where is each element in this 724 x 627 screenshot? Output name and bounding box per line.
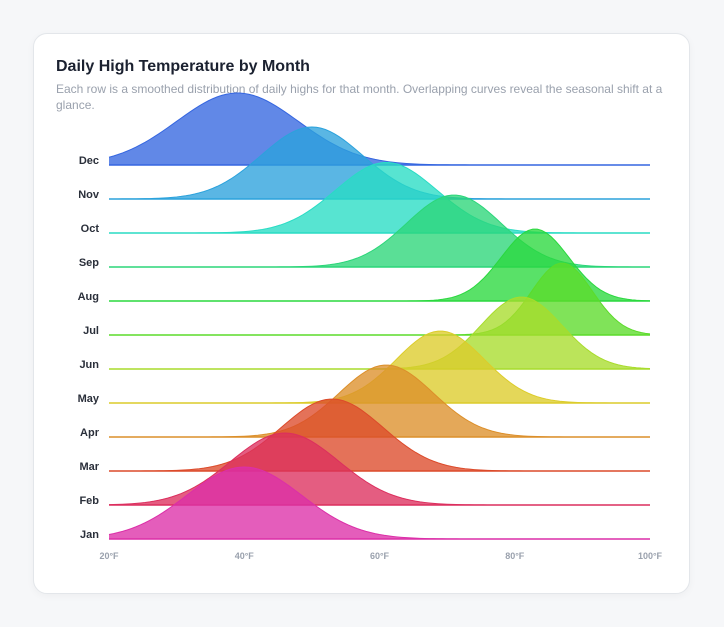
chart-title: Daily High Temperature by Month (56, 58, 310, 75)
row-label-apr: Apr (80, 427, 100, 439)
x-tick-label: 100°F (638, 551, 663, 561)
x-tick-label: 20°F (99, 551, 119, 561)
ridge-area-jul (109, 263, 650, 335)
row-label-aug: Aug (78, 291, 99, 303)
row-label-jul: Jul (83, 325, 99, 337)
row-label-jun: Jun (79, 359, 99, 371)
row-label-jan: Jan (80, 529, 99, 541)
ridge-area-mar (109, 399, 650, 471)
chart-card: Daily High Temperature by Month Each row… (33, 33, 690, 594)
x-tick-label: 60°F (370, 551, 390, 561)
row-label-dec: Dec (79, 155, 99, 167)
row-label-mar: Mar (79, 461, 99, 473)
ridge-jul (109, 262, 651, 336)
x-tick-label: 80°F (505, 551, 525, 561)
ridge-area-jun (109, 297, 650, 369)
ridge-jan (108, 466, 650, 540)
row-label-oct: Oct (81, 223, 100, 235)
ridge-area-oct (109, 162, 650, 233)
ridge-oct (109, 162, 650, 234)
x-tick-label: 40°F (235, 551, 255, 561)
chart-subtitle: Each row is a smoothed distribution of d… (56, 82, 663, 112)
row-label-may: May (78, 393, 100, 405)
ridge-mar (108, 398, 650, 472)
row-label-nov: Nov (78, 189, 100, 201)
ridge-area-nov (109, 127, 650, 199)
ridge-area-dec (109, 93, 650, 165)
ridge-area-jan (109, 467, 650, 539)
ridge-area-aug (109, 229, 650, 301)
ridge-area-apr (109, 365, 650, 437)
ridge-dec (108, 92, 650, 166)
ridgeline-plot: Dec Nov Oct Sep Aug Jul Jun May Apr Mar Feb Jan20°F… (78, 92, 663, 561)
row-label-feb: Feb (79, 495, 99, 507)
row-label-sep: Sep (79, 257, 99, 269)
